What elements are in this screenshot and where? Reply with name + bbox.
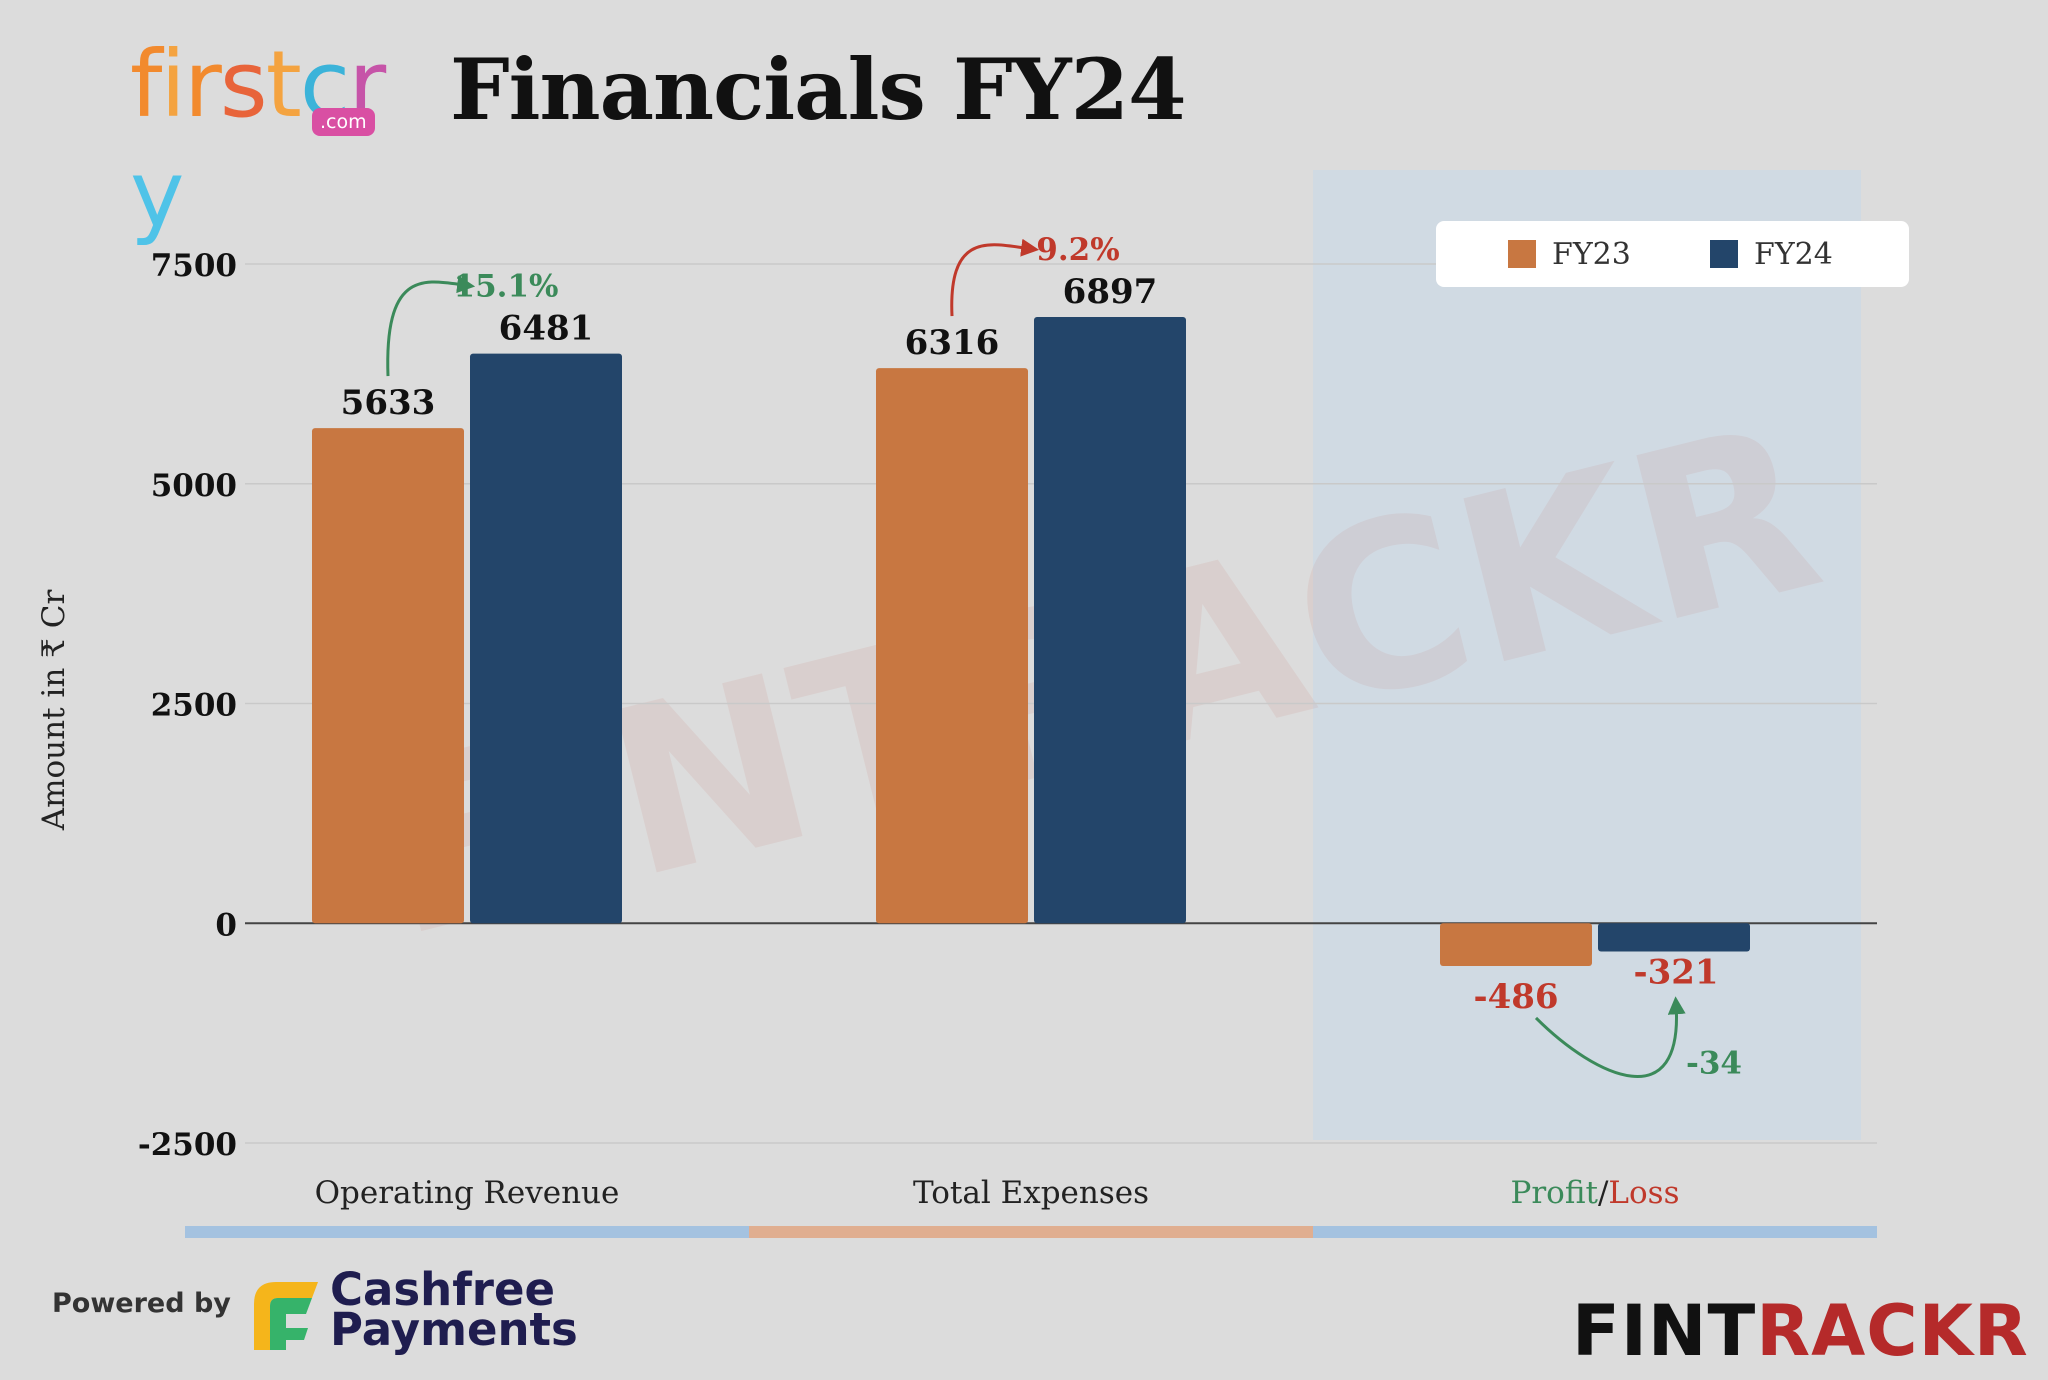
firstcry-logo-letter: s xyxy=(219,31,268,138)
bar-fy23-2 xyxy=(1440,923,1592,966)
y-tick-label: 7500 xyxy=(151,248,237,284)
cashfree-line2: Payments xyxy=(330,1303,578,1356)
y-tick-label: -2500 xyxy=(138,1127,237,1163)
data-label: 5633 xyxy=(341,383,436,423)
annotation-label: 15.1% xyxy=(454,269,559,305)
legend-label-fy23: FY23 xyxy=(1552,236,1631,272)
data-label: 6481 xyxy=(499,309,594,349)
legend-label-fy24: FY24 xyxy=(1754,236,1833,272)
firstcry-logo-com: .com xyxy=(312,108,375,136)
x-tick-label: Operating Revenue xyxy=(315,1175,620,1211)
cashfree-line1: Cashfree xyxy=(330,1263,556,1316)
annotation-arrow xyxy=(386,275,476,377)
x-tick-label-part: Profit xyxy=(1510,1175,1598,1211)
annotation-label: 9.2% xyxy=(1036,232,1119,268)
firstcry-logo-letter: y xyxy=(130,141,184,248)
page-title: Financials FY24 xyxy=(450,40,1187,139)
x-tick-label-part: Total Expenses xyxy=(913,1175,1149,1211)
fintrackr-logo-part2: RACKR xyxy=(1756,1290,2029,1372)
data-label: -486 xyxy=(1473,977,1558,1017)
firstcry-logo: firstcry .com xyxy=(130,30,420,248)
y-tick-label: 2500 xyxy=(151,688,237,724)
legend-swatch-fy24 xyxy=(1710,240,1738,268)
x-tick-label: Profit/Loss xyxy=(1510,1175,1679,1211)
firstcry-logo-letter: r xyxy=(183,31,222,138)
bar-fy23-0 xyxy=(312,428,464,924)
cashfree-logo: Cashfree Payments xyxy=(250,1267,578,1355)
annotation-arrow xyxy=(1534,996,1686,1078)
bar-fy24-0 xyxy=(470,353,622,924)
firstcry-logo-letter: t xyxy=(265,31,302,138)
y-axis-label: Amount in ₹ Cr xyxy=(36,590,72,832)
fintrackr-logo-part1: FINT xyxy=(1572,1290,1757,1372)
legend-item-fy23: FY23 xyxy=(1508,236,1631,272)
category-underline-bar xyxy=(185,1226,749,1238)
x-tick-label-part: Loss xyxy=(1608,1175,1679,1211)
x-tick-label-part: Operating Revenue xyxy=(315,1175,620,1211)
cashfree-wordmark: Cashfree Payments xyxy=(330,1263,578,1356)
bar-fy24-1 xyxy=(1034,317,1186,924)
annotation-arrow xyxy=(950,238,1040,317)
category-underline-bar xyxy=(1313,1226,1877,1238)
data-label: -321 xyxy=(1633,952,1718,992)
x-tick-label: Total Expenses xyxy=(913,1175,1149,1211)
chart-legend: FY23 FY24 xyxy=(1436,221,1909,287)
bar-fy23-1 xyxy=(876,368,1028,924)
x-tick-label-part: / xyxy=(1598,1175,1609,1211)
y-tick-label: 0 xyxy=(215,907,237,943)
fintrackr-logo: FINTRACKR xyxy=(1572,1290,2029,1372)
legend-swatch-fy23 xyxy=(1508,240,1536,268)
data-label: 6316 xyxy=(905,323,1000,363)
data-label: 6897 xyxy=(1063,272,1158,312)
annotation-label: -34 xyxy=(1686,1045,1742,1081)
bar-fy24-2 xyxy=(1598,923,1750,952)
powered-by-label: Powered by xyxy=(52,1288,231,1319)
cashfree-mark-icon xyxy=(254,1282,318,1350)
legend-item-fy24: FY24 xyxy=(1710,236,1833,272)
y-tick-label: 5000 xyxy=(151,468,237,504)
firstcry-logo-word: firstcry xyxy=(130,30,420,250)
firstcry-logo-letter: i xyxy=(160,31,186,138)
category-underline-bar xyxy=(749,1226,1313,1238)
firstcry-logo-letter: f xyxy=(130,31,162,138)
highlight-band xyxy=(1313,170,1861,1140)
